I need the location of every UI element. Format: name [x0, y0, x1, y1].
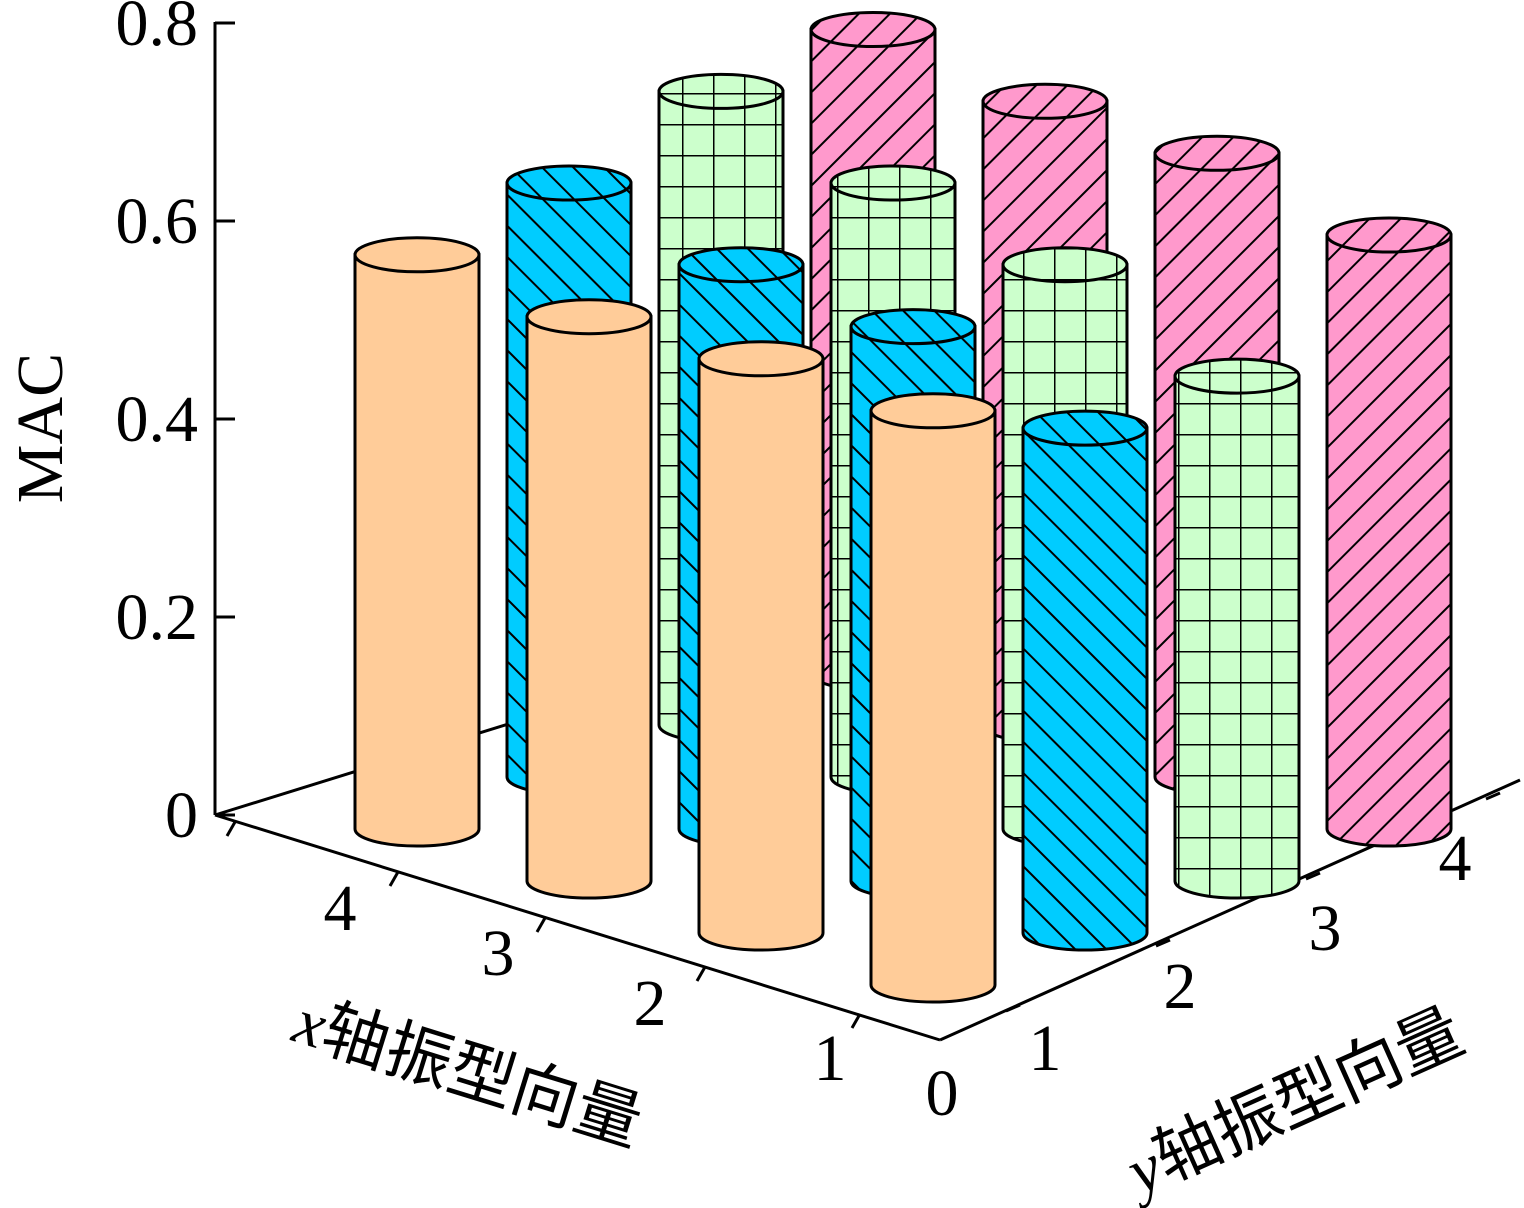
bar-top [353, 236, 481, 274]
bar-body [697, 357, 825, 952]
bar-top [1153, 134, 1281, 172]
bar-cylinder [1173, 357, 1301, 900]
bar-body [869, 409, 997, 1004]
bar-top [849, 308, 977, 346]
bar-cylinder [869, 392, 997, 1004]
bar-top [981, 82, 1109, 120]
bar-top [525, 298, 653, 336]
y-tick-mark [1005, 1003, 1021, 1013]
bar-top [809, 11, 937, 48]
axes-group: 0 0.2 0.4 0.6 0.8 1 2 3 4 1 2 3 4 [116, 0, 1521, 1095]
x-tick-label: 4 [324, 872, 357, 945]
z-tick-label: 0.2 [116, 581, 199, 654]
x-tick-label: 2 [634, 967, 667, 1040]
bar-cylinder [1021, 409, 1149, 952]
z-tick-label: 0.4 [116, 383, 199, 456]
bar-body [1173, 374, 1301, 900]
bar-top [869, 392, 997, 430]
z-axis-ticks: 0 0.2 0.4 0.6 0.8 [116, 0, 235, 852]
bar-cylinder [353, 236, 481, 848]
bar-top [505, 164, 633, 202]
x-tick-mark [850, 1013, 862, 1029]
z-axis-title: MAC [4, 353, 77, 503]
x-axis-title: x轴振型向量 [285, 984, 651, 1160]
z-tick-label: 0 [165, 779, 198, 852]
z-tick-label: 0.6 [116, 185, 199, 258]
x-axis-ticks: 1 2 3 4 [225, 821, 862, 1095]
y-axis-title-rest: 轴振型向量 [1143, 995, 1474, 1196]
bar-cylinder [525, 298, 653, 900]
bar-body [1325, 233, 1453, 848]
y-tick-mark [1155, 938, 1171, 948]
x-tick-label: 3 [482, 917, 515, 990]
bar-top [1001, 246, 1129, 284]
bar-top [1021, 409, 1149, 447]
x-axis-title-rest: 轴振型向量 [314, 993, 651, 1160]
y-axis-title: y轴振型向量 [1111, 995, 1474, 1208]
bar-top [677, 246, 805, 284]
bar-body [1021, 426, 1149, 952]
bar-top [697, 340, 825, 378]
bar-body [353, 253, 481, 848]
x-tick-label: 1 [814, 1022, 847, 1095]
bar-top [1173, 357, 1301, 395]
bar-cylinder [1325, 216, 1453, 848]
y-tick-mark [1485, 791, 1501, 801]
y-tick-label: 2 [1164, 950, 1197, 1023]
x-tick-mark [695, 966, 707, 982]
bar-top [829, 164, 957, 202]
x-tick-mark [535, 917, 547, 933]
x-tick-mark [388, 871, 400, 887]
y-tick-mark [1305, 871, 1321, 881]
bar-top [1325, 216, 1453, 254]
z-tick-label: 0.8 [116, 0, 199, 60]
bars-group [353, 11, 1453, 1004]
bar-top [657, 72, 785, 110]
x-tick-mark [225, 821, 237, 837]
bar-body [525, 315, 653, 900]
x-axis-line [214, 813, 941, 1042]
y-tick-label: 1 [1029, 1012, 1062, 1085]
origin-label: 0 [926, 1057, 959, 1130]
y-tick-label: 3 [1309, 892, 1342, 965]
bar-cylinder [697, 340, 825, 952]
